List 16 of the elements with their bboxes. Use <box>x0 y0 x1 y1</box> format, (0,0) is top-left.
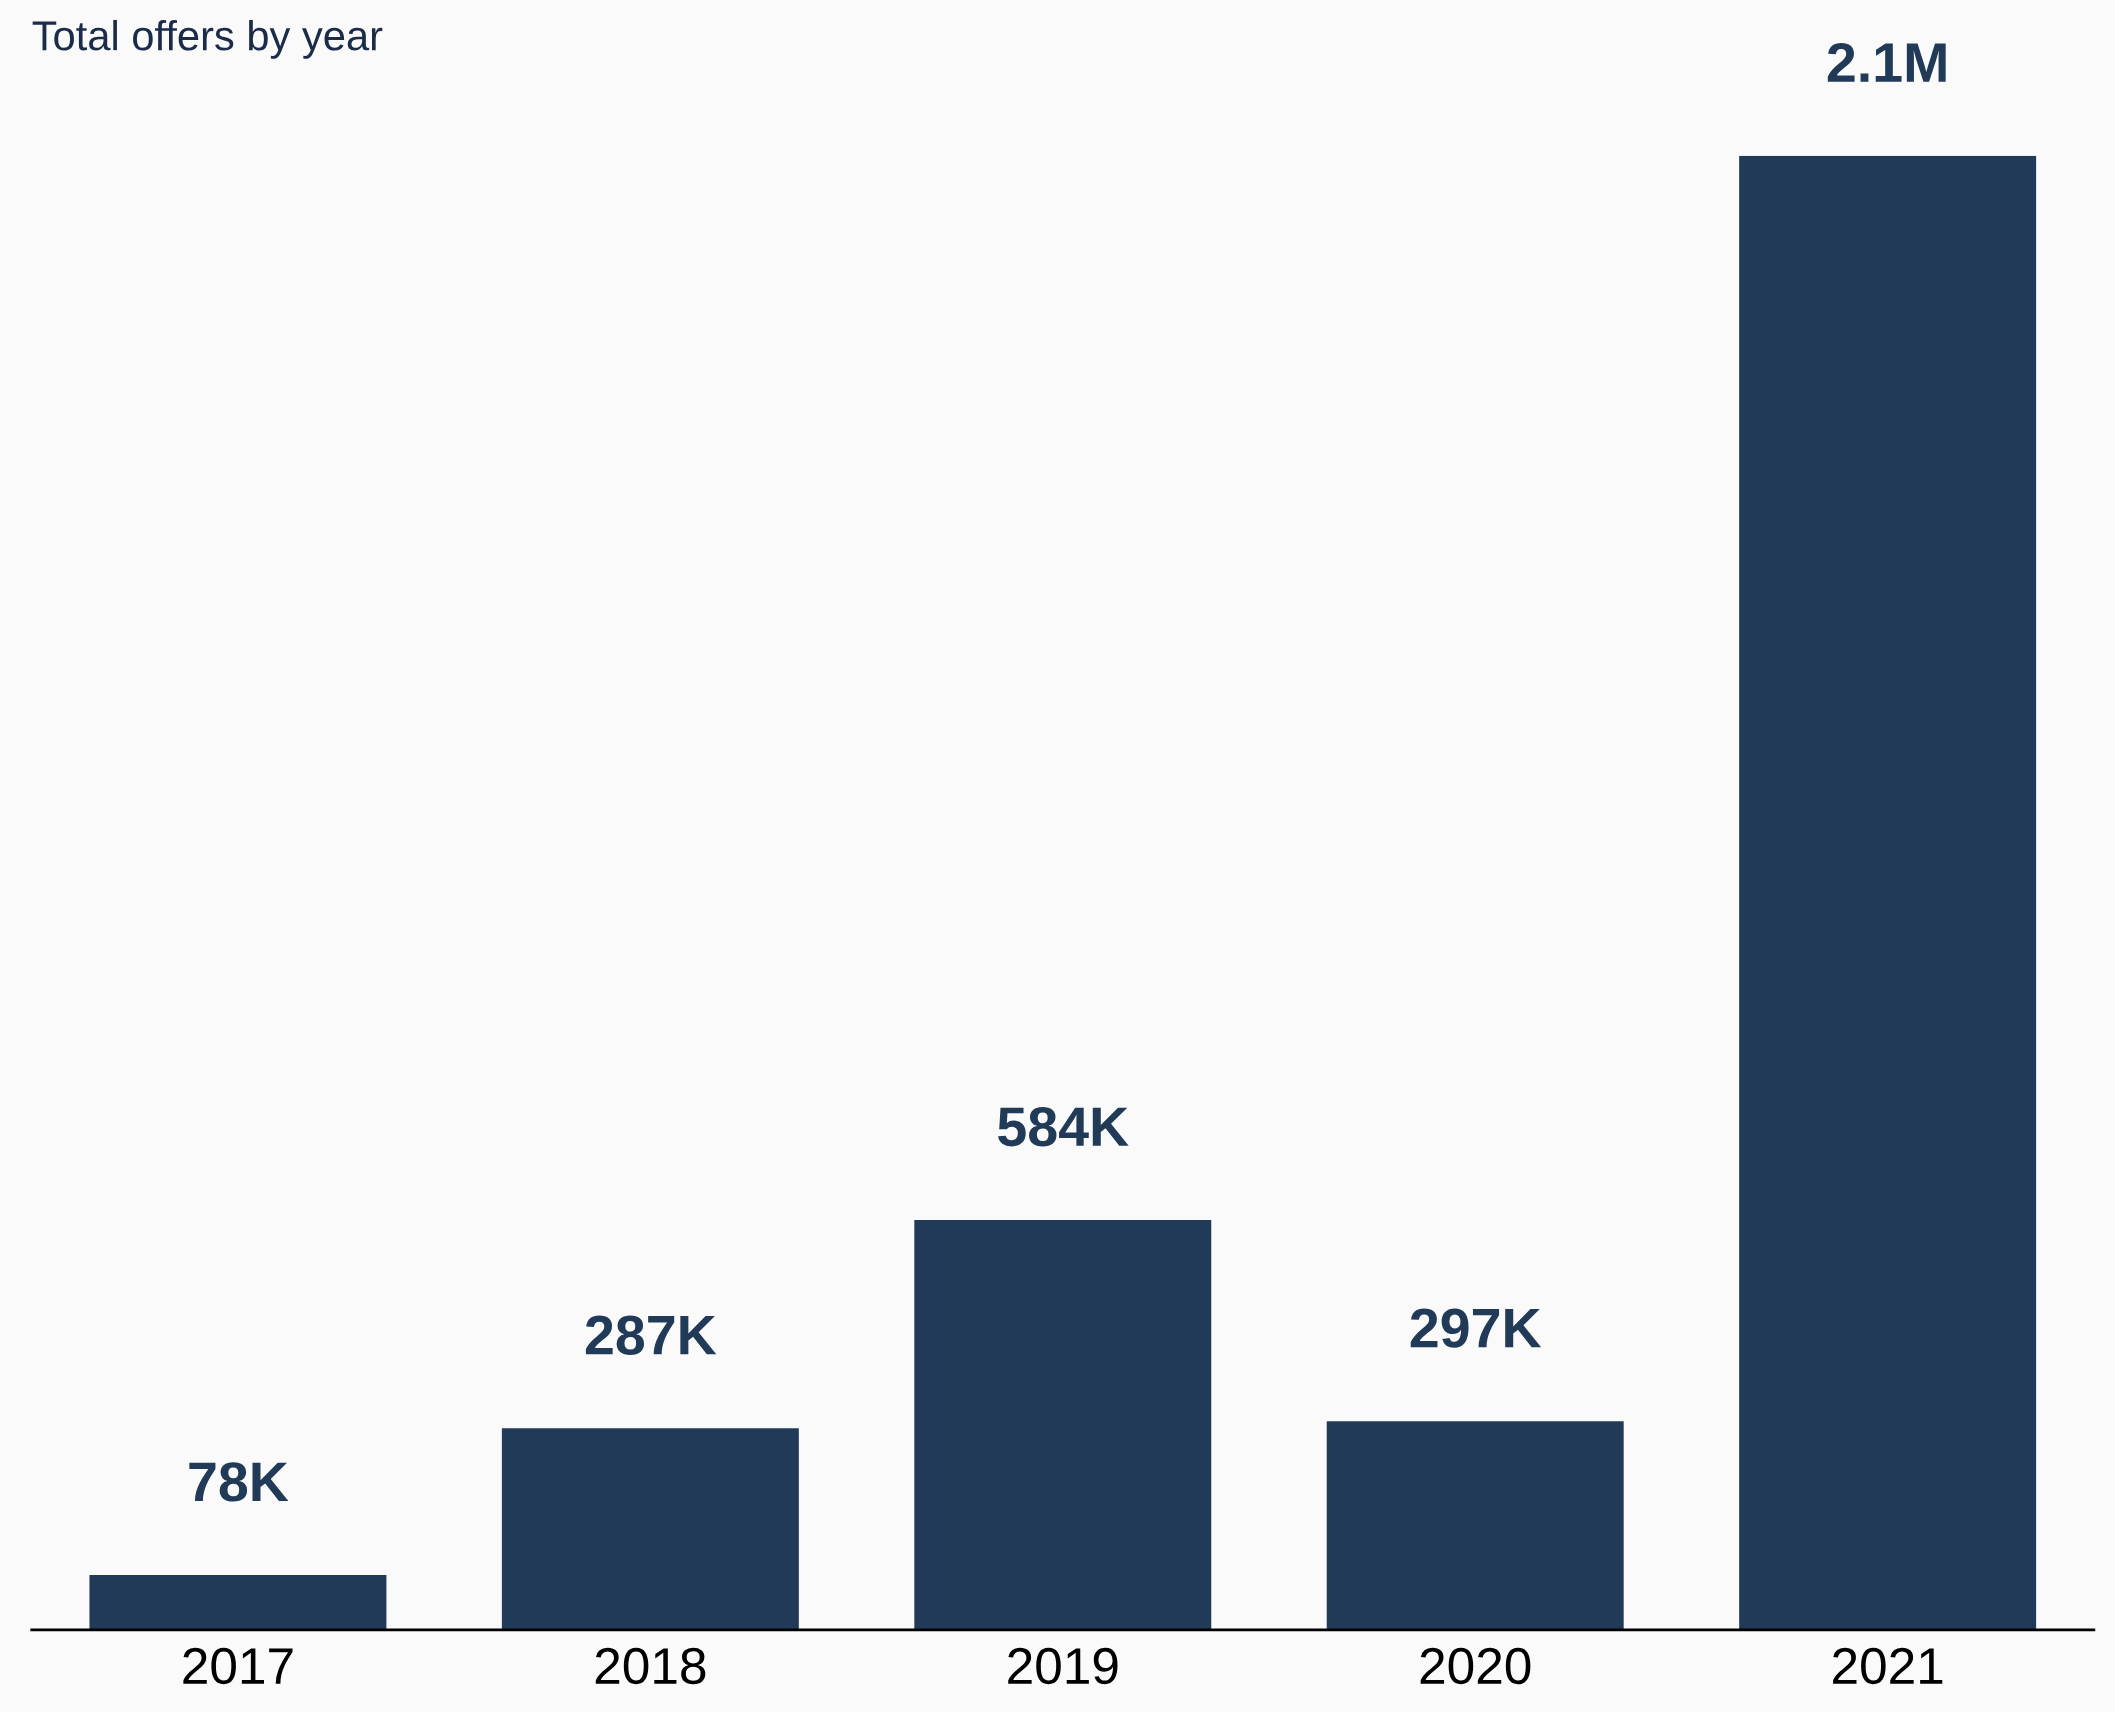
bar <box>914 1219 1212 1630</box>
x-tick-label: 2018 <box>595 1647 706 1685</box>
data-label: 287K <box>585 1315 717 1355</box>
x-tick-label: 2017 <box>183 1647 293 1685</box>
bar <box>501 1428 799 1630</box>
bar <box>1739 155 2037 1630</box>
data-label: 78K <box>189 1462 289 1502</box>
data-label: 297K <box>1410 1308 1542 1348</box>
x-tick-label: 2020 <box>1420 1647 1531 1685</box>
bar <box>1326 1421 1624 1630</box>
x-tick-label: 2019 <box>1008 1647 1118 1685</box>
data-label: 2.1M <box>1827 42 1946 82</box>
data-label: 584K <box>998 1107 1129 1147</box>
chart-title: Total offers by year <box>32 19 383 59</box>
bar <box>89 1575 387 1630</box>
x-tick-label: 2021 <box>1833 1647 1943 1685</box>
